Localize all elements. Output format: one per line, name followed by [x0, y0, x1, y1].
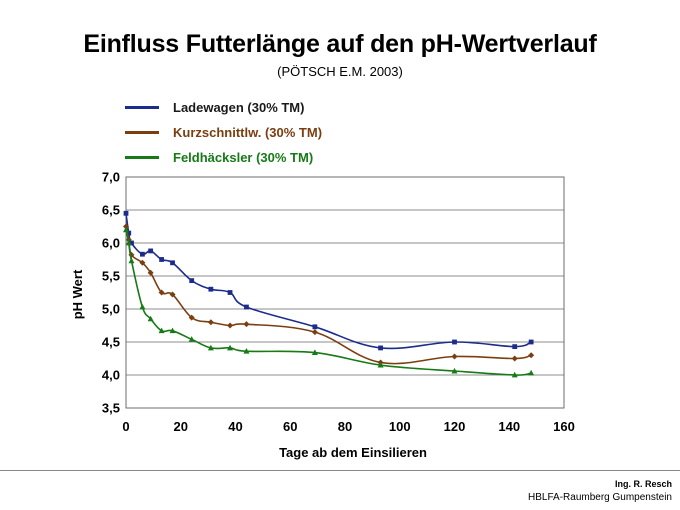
data-point-kurzschnitt — [511, 355, 518, 362]
data-point-feldhaecksler — [511, 371, 518, 378]
data-point-ladewagen — [189, 278, 195, 284]
data-point-ladewagen — [140, 251, 145, 257]
legend-swatch-kurzschnitt — [125, 131, 159, 134]
data-point-kurzschnitt — [227, 322, 234, 329]
series-line-feldhaecksler — [125, 229, 532, 376]
series-line-ladewagen — [125, 213, 532, 350]
data-point-ladewagen — [244, 304, 249, 310]
data-point-kurzschnitt — [243, 321, 250, 328]
legend: Ladewagen (30% TM) Kurzschnittlw. (30% T… — [125, 95, 322, 170]
footer-divider — [0, 470, 680, 471]
x-tick-label: 140 — [498, 419, 520, 434]
data-point-ladewagen — [123, 210, 129, 216]
data-point-feldhaecksler — [125, 239, 132, 246]
y-tick-label: 6,0 — [102, 236, 120, 251]
data-point-kurzschnitt — [169, 291, 176, 298]
data-point-ladewagen — [148, 248, 154, 254]
footer-author: Ing. R. Resch — [614, 479, 672, 489]
legend-swatch-ladewagen — [125, 106, 159, 109]
data-point-feldhaecksler — [243, 348, 250, 354]
data-point-kurzschnitt — [207, 319, 214, 326]
y-tick-label: 5,5 — [102, 269, 120, 284]
legend-item-kurzschnitt: Kurzschnittlw. (30% TM) — [125, 120, 322, 145]
data-point-feldhaecksler — [139, 303, 146, 310]
x-tick-label: 120 — [444, 419, 466, 434]
data-point-ladewagen — [512, 344, 518, 350]
data-point-kurzschnitt — [188, 314, 195, 321]
x-tick-label: 0 — [122, 419, 129, 434]
y-tick-label: 7,0 — [102, 170, 120, 185]
data-point-ladewagen — [170, 260, 175, 266]
data-point-feldhaecksler — [311, 349, 318, 355]
legend-label-ladewagen: Ladewagen (30% TM) — [173, 100, 305, 115]
y-tick-label: 3,5 — [102, 401, 120, 416]
legend-label-feldhaecksler: Feldhäcksler (30% TM) — [173, 150, 314, 165]
data-point-feldhaecksler — [128, 257, 135, 264]
data-point-ladewagen — [378, 345, 383, 351]
chart-title: Einfluss Futterlänge auf den pH-Wertverl… — [83, 30, 597, 58]
legend-swatch-feldhaecksler — [125, 156, 159, 159]
data-point-ladewagen — [312, 324, 318, 330]
x-tick-label: 80 — [338, 419, 352, 434]
x-tick-label: 100 — [389, 419, 411, 434]
data-point-kurzschnitt — [311, 329, 318, 336]
data-point-ladewagen — [528, 339, 534, 345]
data-point-feldhaecksler — [377, 361, 384, 368]
y-tick-label: 6,5 — [102, 203, 120, 218]
series-line-kurzschnitt — [125, 226, 532, 365]
x-tick-label: 60 — [283, 419, 297, 434]
data-point-ladewagen — [227, 290, 233, 295]
data-point-ladewagen — [129, 240, 134, 246]
data-point-ladewagen — [126, 230, 132, 236]
data-point-ladewagen — [208, 286, 214, 292]
y-tick-label: 4,0 — [102, 368, 120, 383]
data-point-feldhaecksler — [227, 344, 234, 351]
data-point-feldhaecksler — [528, 369, 535, 376]
legend-item-feldhaecksler: Feldhäcksler (30% TM) — [125, 145, 322, 170]
x-axis-label: Tage ab dem Einsilieren — [279, 445, 427, 460]
x-tick-label: 160 — [553, 419, 575, 434]
y-axis-label: pH Wert — [70, 269, 85, 319]
data-point-kurzschnitt — [451, 353, 458, 360]
data-point-ladewagen — [159, 257, 164, 262]
data-point-kurzschnitt — [123, 223, 129, 230]
footer-institution: HBLFA-Raumberg Gumpenstein — [528, 492, 672, 503]
legend-label-kurzschnitt: Kurzschnittlw. (30% TM) — [173, 125, 323, 140]
data-point-feldhaecksler — [158, 327, 165, 334]
data-point-feldhaecksler — [169, 327, 176, 334]
data-point-feldhaecksler — [207, 344, 214, 351]
chart-subtitle: (PÖTSCH E.M. 2003) — [277, 64, 403, 79]
legend-item-ladewagen: Ladewagen (30% TM) — [125, 95, 322, 120]
y-tick-label: 5,0 — [102, 302, 120, 317]
line-chart: 3,5 4,0 4,5 5,0 5,5 6,0 6,5 7,0 0 20 40 60 80 100 120 1… — [70, 170, 575, 461]
data-point-ladewagen — [452, 339, 457, 345]
data-point-feldhaecksler — [451, 367, 458, 374]
data-point-kurzschnitt — [158, 289, 165, 296]
data-point-kurzschnitt — [528, 352, 535, 359]
data-point-feldhaecksler — [188, 336, 195, 342]
data-point-feldhaecksler — [147, 315, 154, 322]
x-tick-label: 40 — [228, 419, 242, 434]
data-point-kurzschnitt — [139, 259, 146, 266]
data-point-feldhaecksler — [123, 226, 129, 233]
plot-frame — [125, 176, 565, 409]
data-point-kurzschnitt — [147, 269, 154, 276]
y-tick-label: 4,5 — [102, 335, 120, 350]
x-tick-label: 20 — [174, 419, 188, 434]
